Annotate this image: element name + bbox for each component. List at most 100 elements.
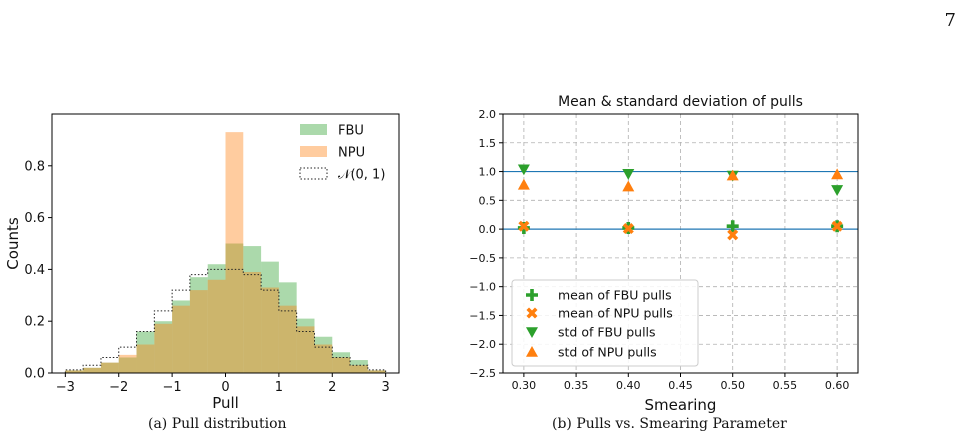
scatter-point-s1-0 [518,220,530,232]
hist-bar-fbu-13 [296,318,315,373]
scatter-legend-box [511,279,699,367]
hist-xtick-label-4: 1 [275,380,283,395]
hist-bar-fbu-1 [83,367,101,373]
scatter-legend-marker-3 [526,346,538,357]
hist-xtick-label-6: 3 [382,380,390,395]
scatter-point-s1-3 [831,220,843,232]
hist-bar-fbu-14 [314,336,333,373]
scatter-legend-marker-0 [526,289,538,302]
hist-bar-npu-14 [314,344,333,373]
hist-bar-fbu-4 [136,331,155,373]
hist-bar-npu-15 [332,357,351,373]
scatter-point-s3-1 [622,180,635,192]
hist-bar-fbu-16 [350,360,368,373]
page-number: 7 [944,10,956,31]
scatter-legend-label-0: mean of FBU pulls [558,288,672,303]
hist-normal-step-line [64,268,387,373]
scatter-xtick-label-4: 0.50 [720,379,745,392]
scatter-ytick-label-5: −0.5 [469,252,496,265]
scatter-ytick-label-2: 1.0 [479,166,497,179]
hist-bar-fbu-12 [278,282,297,373]
hist-ylabel: Counts [4,217,22,270]
hist-legend-swatch-0 [300,124,327,135]
scatter-xtick-label-5: 0.55 [773,379,798,392]
scatter-ytick-label-3: 0.5 [479,194,497,207]
scatter-ytick-label-7: −1.5 [469,309,496,322]
hist-bar-fbu-8 [207,264,226,373]
scatter-legend-label-3: std of NPU pulls [558,345,657,360]
scatter-point-s1-1 [622,223,634,235]
hist-xtick-label-0: −3 [56,380,75,395]
hist-bar-npu-4 [136,344,155,373]
hist-bar-npu-12 [278,305,297,373]
hist-xlabel: Pull [212,394,239,412]
scatter-point-s1-2 [727,229,739,241]
hist-bar-fbu-6 [172,300,190,373]
scatter-legend: mean of FBU pulls mean of NPU pulls std of… [511,279,699,367]
hist-bar-fbu-10 [243,246,262,373]
hist-bar-npu-9 [225,132,244,373]
hist-legend-swatch-1 [300,146,327,157]
hist-bar-npu-1 [83,367,101,373]
scatter-point-s0-2 [726,220,739,233]
histogram-plot: −3 −2 −1 0 1 2 3 0.0 0.2 0.4 0.6 0.8 Pull Counts FBU NP… [4,113,400,412]
hist-bar-npu-10 [243,271,262,373]
hist-ytick-label-3: 0.6 [24,211,45,226]
scatter-ytick-label-0: 2.0 [479,108,497,121]
scatter-legend-marker-2 [526,327,538,338]
hist-legend-label-2: 𝒩(0, 1) [338,168,385,183]
hist-bar-npu-16 [350,365,368,373]
scatter-point-s3-3 [831,168,844,180]
caption-pull-distribution: (a) Pull distribution [148,416,287,432]
scatter-xtick-label-1: 0.35 [564,379,589,392]
hist-bar-fbu-2 [100,362,119,373]
scatter-point-s3-0 [517,178,530,190]
hist-legend-label-1: NPU [338,146,365,161]
scatter-point-s2-0 [517,164,530,176]
scatter-ytick-label-6: −1.0 [469,281,496,294]
scatter-xtick-label-6: 0.60 [825,379,850,392]
scatter-point-s2-3 [831,185,844,196]
pulls-scatter-plot: 0.30 0.35 0.40 0.45 0.50 0.55 0.60 2.0 1.5 1.0 0.5… [469,94,859,414]
hist-ytick-label-1: 0.2 [24,315,45,330]
hist-bar-npu-7 [189,290,208,373]
scatter-xtick-label-2: 0.40 [616,379,641,392]
hist-bar-npu-17 [367,370,386,373]
scatter-xtick-label-3: 0.45 [668,379,693,392]
scatter-legend-label-1: mean of NPU pulls [558,306,673,321]
scatter-title: Mean & standard deviation of pulls [558,94,803,110]
hist-xtick-label-3: 0 [221,380,229,395]
hist-legend: FBU NPU 𝒩(0, 1) [299,124,385,183]
hist-bar-fbu-5 [154,321,173,373]
scatter-xtick-label-0: 0.30 [512,379,537,392]
hist-bar-npu-8 [207,279,226,373]
hist-bar-fbu-9 [225,243,244,373]
scatter-ytick-label-1: 1.5 [479,137,497,150]
hist-bar-fbu-3 [118,357,137,373]
hist-bar-fbu-0 [65,370,84,373]
hist-xtick-label-1: −2 [109,380,128,395]
hist-bar-fbu-11 [261,261,279,373]
scatter-legend-label-2: std of FBU pulls [558,325,656,340]
hist-bar-npu-2 [100,362,119,373]
hist-bar-npu-3 [118,354,137,373]
hist-bar-npu-0 [65,370,84,373]
hist-bar-fbu-17 [367,370,386,373]
hist-legend-swatch-2 [299,167,328,180]
hist-xtick-label-5: 2 [328,380,336,395]
scatter-xlabel: Smearing [645,396,717,414]
hist-legend-label-0: FBU [338,124,364,139]
hist-bar-npu-6 [172,305,190,373]
scatter-ytick-label-4: 0.0 [479,223,497,236]
scatter-ytick-label-8: −2.0 [469,338,496,351]
hist-bar-npu-13 [296,326,315,373]
hist-xtick-label-2: −1 [163,380,182,395]
hist-bar-fbu-7 [189,277,208,373]
hist-ytick-label-0: 0.0 [24,367,45,382]
hist-ytick-label-2: 0.4 [24,263,45,278]
scatter-legend-marker-1 [526,307,538,319]
hist-bar-npu-11 [261,287,279,373]
scatter-point-s3-2 [726,169,739,181]
scatter-point-s2-1 [622,169,635,180]
